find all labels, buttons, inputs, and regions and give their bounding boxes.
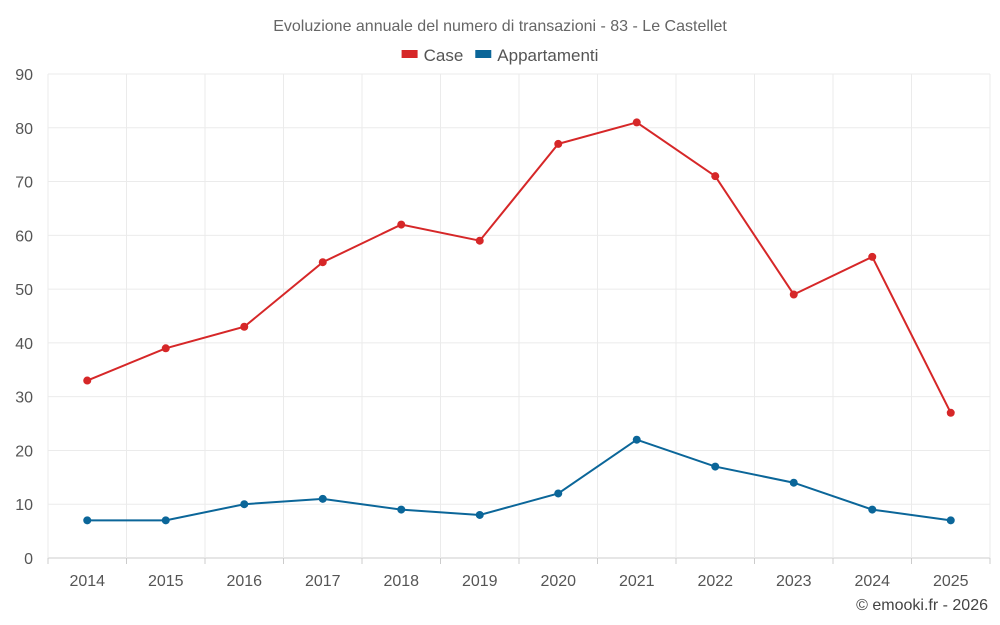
x-tick-label: 2020 (540, 573, 576, 590)
series-line-case (86, 121, 952, 414)
data-point-case[interactable] (83, 376, 92, 385)
y-tick-label: 30 (15, 390, 33, 407)
x-axis-ticks: 2014 2015 2016 2017 2018 2019 2020 2021 2022 2023… (69, 573, 968, 590)
y-tick-label: 70 (15, 175, 33, 192)
x-tick-label: 2021 (619, 573, 655, 590)
series-lines (86, 121, 952, 522)
legend-swatch (401, 50, 418, 58)
y-axis-ticks: 0 10 20 30 40 50 60 70 80 90 (15, 67, 33, 568)
y-tick-label: 90 (15, 67, 33, 84)
x-tick-label: 2015 (148, 573, 184, 590)
legend-label: Case (424, 46, 464, 65)
data-point-appartamenti[interactable] (632, 435, 641, 444)
x-tick-label: 2017 (305, 573, 341, 590)
data-point-case[interactable] (632, 118, 641, 127)
data-point-case[interactable] (868, 252, 877, 261)
y-tick-label: 40 (15, 336, 33, 353)
data-point-appartamenti[interactable] (240, 500, 249, 509)
x-tick-label: 2023 (776, 573, 812, 590)
y-tick-label: 60 (15, 228, 33, 245)
x-tick-label: 2018 (383, 573, 419, 590)
x-tick-label: 2019 (462, 573, 498, 590)
series-points (83, 118, 955, 525)
data-point-case[interactable] (711, 172, 720, 181)
data-point-case[interactable] (475, 236, 484, 245)
data-point-appartamenti[interactable] (554, 489, 563, 498)
x-tick-label: 2025 (933, 573, 969, 590)
data-point-case[interactable] (554, 139, 563, 148)
data-point-appartamenti[interactable] (946, 516, 955, 525)
data-point-case[interactable] (240, 322, 249, 331)
legend-label: Appartamenti (497, 46, 598, 65)
x-tick-label: 2024 (854, 573, 890, 590)
legend-item-case[interactable]: Case (401, 46, 464, 65)
y-tick-label: 50 (15, 282, 33, 299)
data-point-case[interactable] (397, 220, 406, 229)
data-point-appartamenti[interactable] (397, 505, 406, 514)
data-point-case[interactable] (789, 290, 798, 299)
series-line-appartamenti (87, 438, 951, 522)
data-point-appartamenti[interactable] (789, 478, 798, 487)
data-point-appartamenti[interactable] (83, 516, 92, 525)
y-tick-label: 0 (24, 551, 33, 568)
y-tick-label: 20 (15, 443, 33, 460)
data-point-appartamenti[interactable] (868, 505, 877, 514)
data-point-appartamenti[interactable] (711, 462, 720, 471)
legend-item-appartamenti[interactable]: Appartamenti (475, 46, 598, 65)
x-tick-label: 2022 (697, 573, 733, 590)
y-tick-label: 10 (15, 497, 33, 514)
data-point-case[interactable] (318, 258, 327, 267)
x-tick-label: 2016 (226, 573, 262, 590)
y-tick-label: 80 (15, 121, 33, 138)
credit-text: © emooki.fr - 2026 (856, 597, 988, 614)
data-point-appartamenti[interactable] (318, 494, 327, 503)
data-point-appartamenti[interactable] (161, 516, 170, 525)
data-point-case[interactable] (946, 408, 955, 417)
chart-title: Evoluzione annuale del numero di transaz… (273, 18, 727, 35)
grid (47, 73, 991, 564)
data-point-appartamenti[interactable] (475, 510, 484, 519)
legend-swatch (475, 50, 492, 58)
legend: Case Appartamenti (401, 46, 598, 65)
data-point-case[interactable] (161, 344, 170, 353)
x-tick-label: 2014 (69, 573, 105, 590)
